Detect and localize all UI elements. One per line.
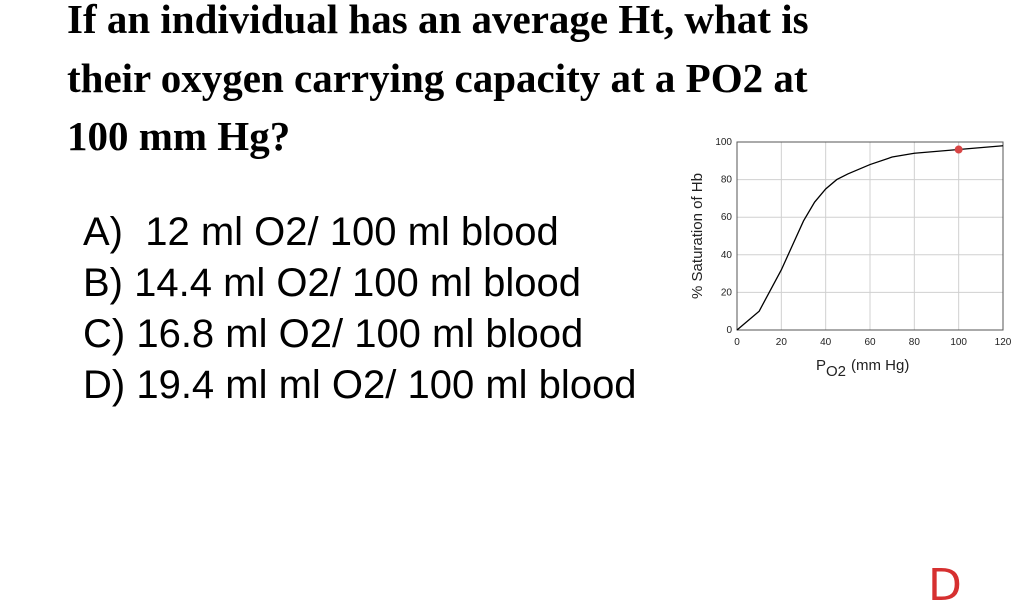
- option: C) 16.8 ml O2/ 100 ml blood: [83, 312, 583, 356]
- x-label-main: P: [816, 357, 826, 374]
- x-tick-label: 40: [820, 337, 832, 348]
- handwritten-answer: D: [928, 560, 962, 611]
- option: D) 19.4 ml ml O2/ 100 ml blood: [83, 363, 637, 407]
- option: B) 14.4 ml O2/ 100 ml blood: [83, 261, 581, 305]
- y-tick-label: 0: [726, 325, 732, 336]
- x-tick-label: 80: [909, 337, 921, 348]
- x-tick-label: 0: [734, 337, 740, 348]
- x-axis-label: PO2 (mm Hg): [816, 357, 909, 380]
- question-line: If an individual has an average Ht, what…: [67, 0, 809, 42]
- x-tick-label: 120: [995, 337, 1012, 348]
- curve: [736, 145, 1004, 331]
- highlight-point: [954, 145, 963, 154]
- question-line: their oxygen carrying capacity at a PO2 …: [67, 55, 808, 101]
- y-tick-label: 80: [721, 175, 733, 186]
- y-tick-label: 100: [715, 137, 732, 148]
- y-tick-label: 20: [721, 287, 733, 298]
- x-label-rest: (mm Hg): [851, 357, 909, 374]
- x-tick-label: 20: [776, 337, 788, 348]
- y-tick-label: 60: [721, 212, 733, 223]
- x-label-sub: O2: [826, 363, 846, 380]
- question-line: 100 mm Hg?: [67, 113, 290, 159]
- x-tick-label: 100: [950, 337, 967, 348]
- plot-frame: [736, 141, 1004, 331]
- y-axis-label: % Saturation of Hb: [689, 173, 706, 299]
- x-tick-label: 60: [864, 337, 876, 348]
- y-tick-label: 40: [721, 250, 733, 261]
- option: A) 12 ml O2/ 100 ml blood: [83, 210, 559, 254]
